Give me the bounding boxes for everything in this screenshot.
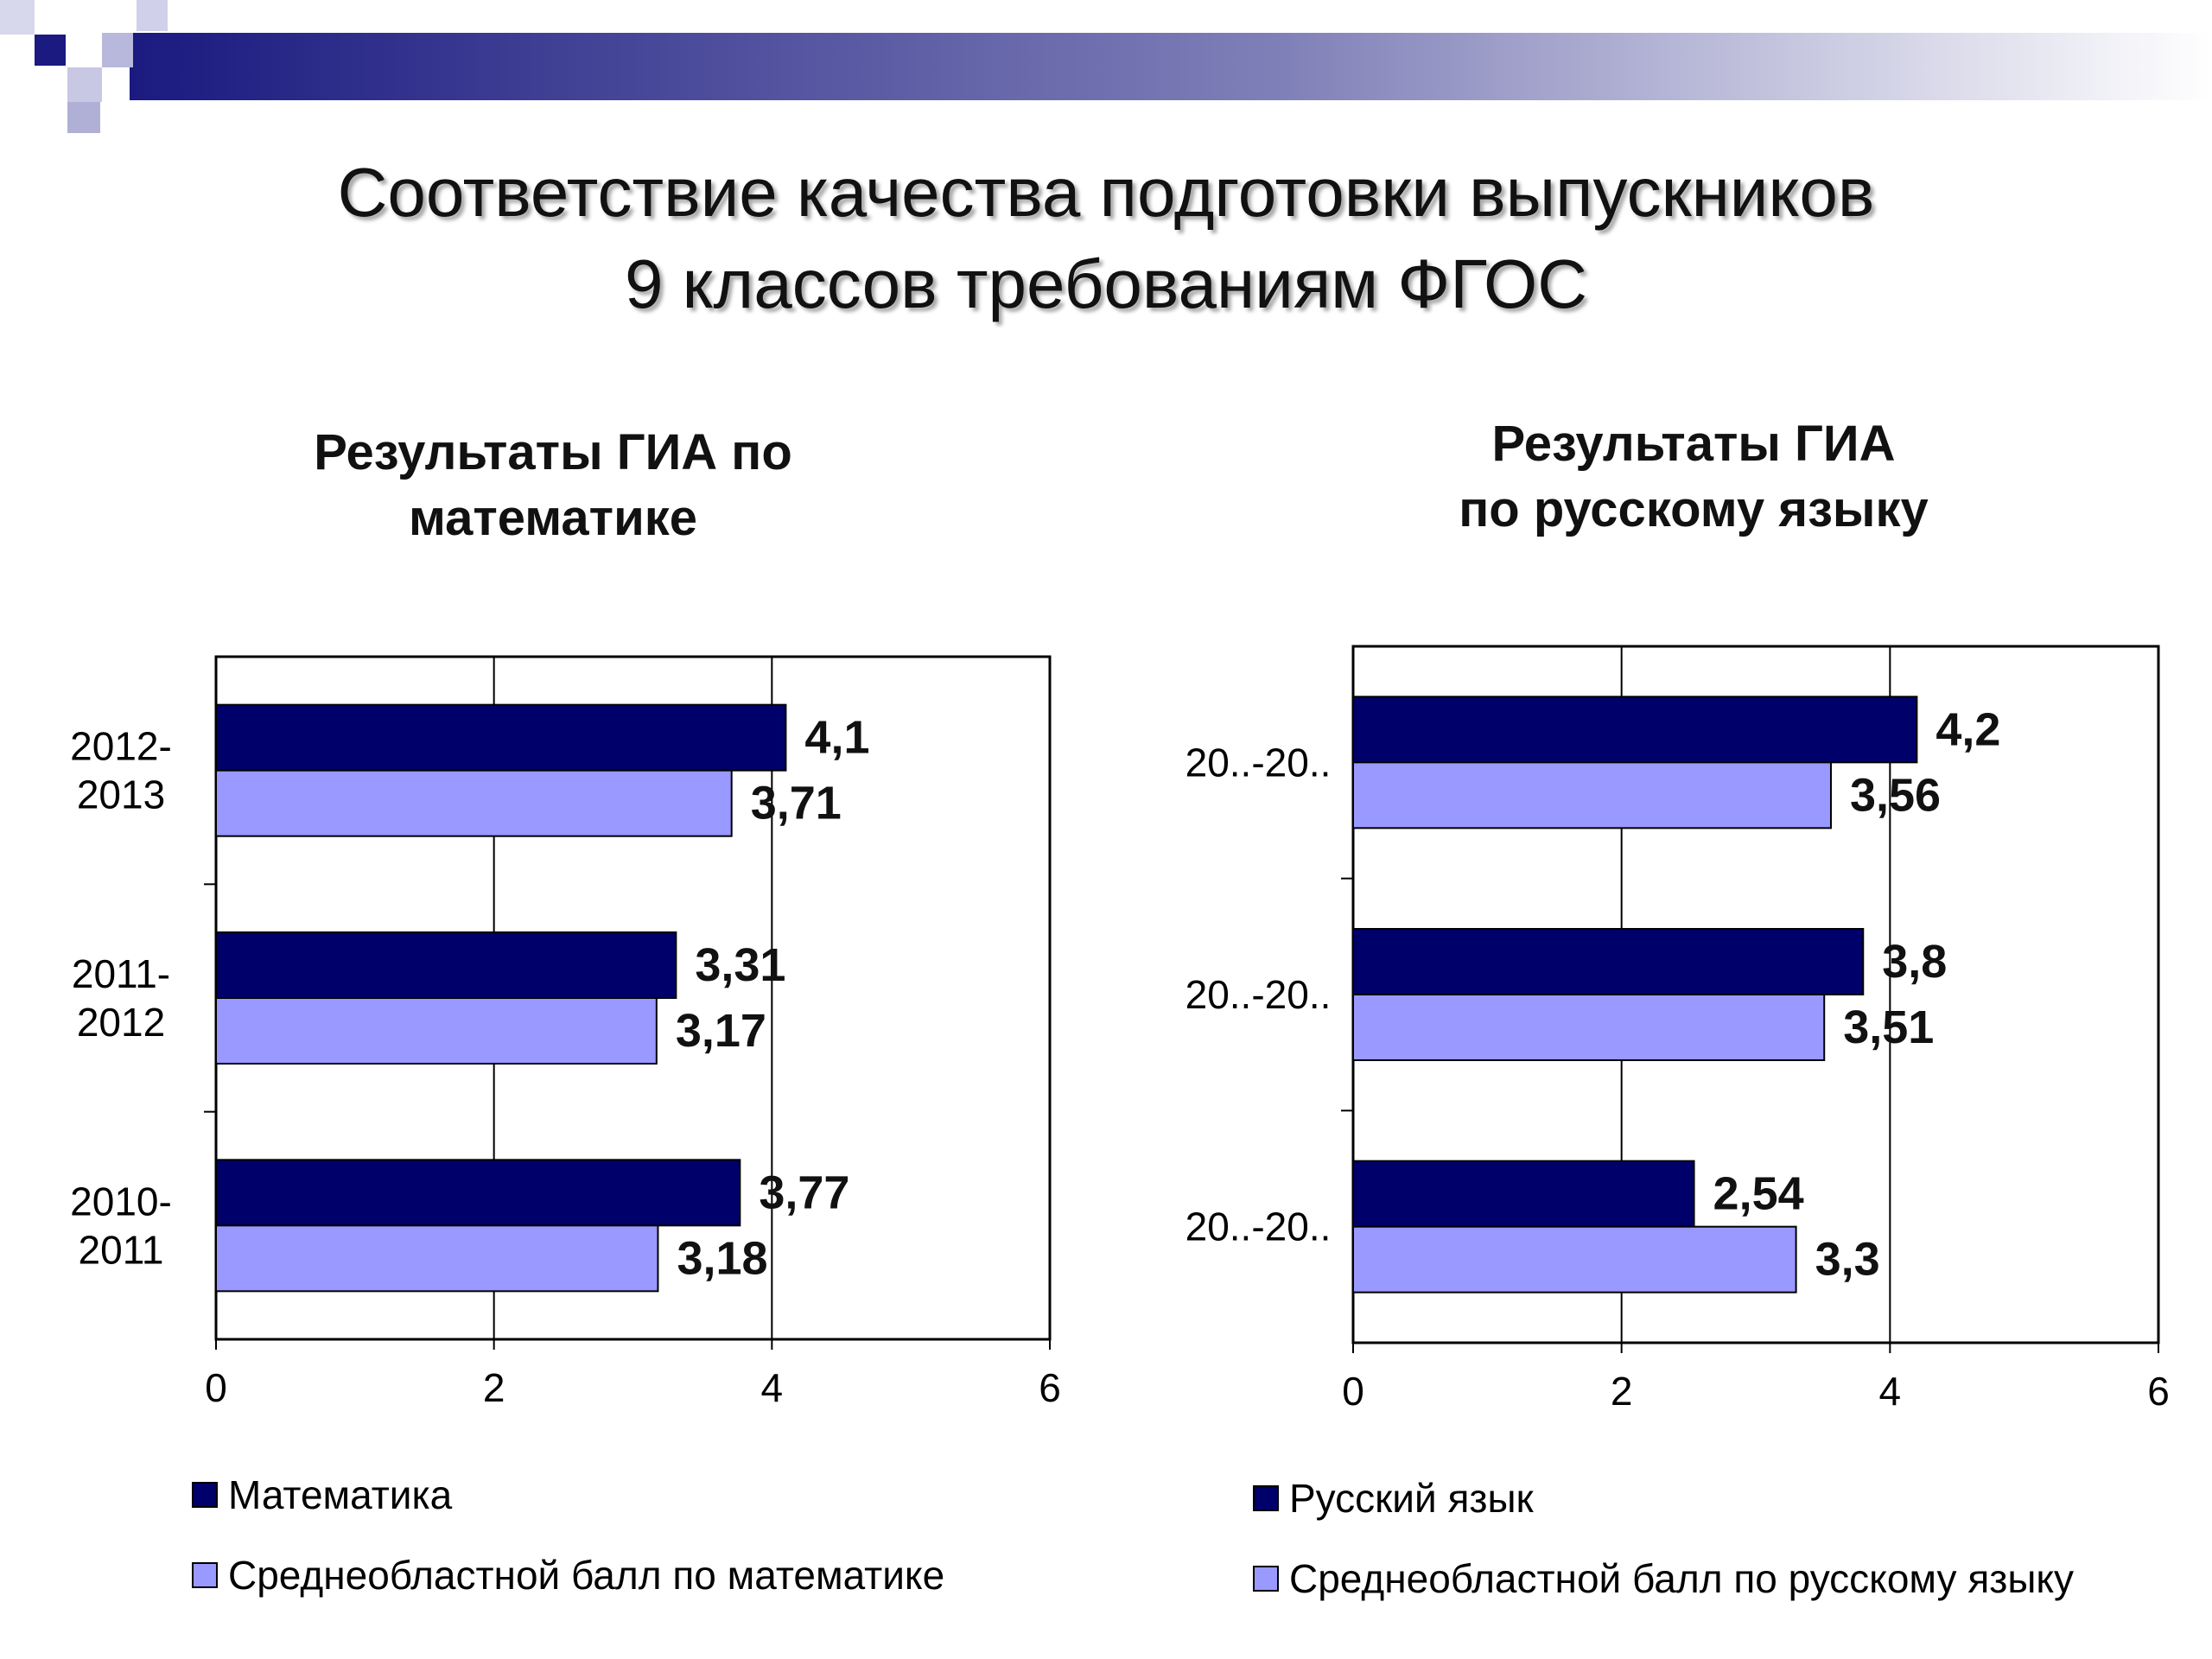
math-x-tick-label: 6 — [1039, 1365, 1061, 1410]
russian-legend: Русский язык Среднеобластной балл по рус… — [1253, 1472, 2074, 1633]
math-bar-regional-average — [215, 769, 733, 837]
russian-category-label: 20..-20.. — [1185, 1205, 1332, 1249]
header-square-light — [67, 67, 102, 102]
russian-data-label: 4,2 — [1936, 703, 2000, 755]
russian-x-tick-label: 0 — [1342, 1369, 1364, 1414]
russian-bar-regional-average — [1352, 1225, 1797, 1294]
math-category-label: 2012-2013 — [70, 724, 172, 817]
russian-data-label: 3,56 — [1850, 769, 1941, 821]
legend-item-math-avg: Среднеобластной балл по математике — [192, 1549, 944, 1601]
russian-bar-subject — [1352, 696, 1918, 764]
legend-item-math: Математика — [192, 1469, 944, 1521]
legend-item-russian: Русский язык — [1253, 1472, 2074, 1524]
math-data-label: 3,77 — [759, 1166, 849, 1218]
russian-chart-title: Результаты ГИА по русскому языку — [1348, 411, 2039, 543]
math-legend: Математика Среднеобластной балл по матем… — [192, 1469, 944, 1630]
russian-chart-title-line: Результаты ГИА — [1491, 416, 1896, 472]
math-chart-title-line: Результаты ГИА по — [314, 424, 792, 480]
math-category-label-line: 2011- — [72, 951, 170, 996]
math-bar-regional-average — [215, 1224, 659, 1293]
russian-bar-chart: 0 2 4 6 20..-20.. 4,2 3,56 20..-20.. 3,8 3,51 20..… — [1185, 645, 2170, 1414]
math-x-tick-label: 4 — [761, 1365, 784, 1410]
legend-swatch-dark — [192, 1482, 218, 1508]
russian-data-label: 3,3 — [1815, 1234, 1880, 1286]
math-chart-title-line: математике — [408, 490, 698, 546]
legend-label: Среднеобластной балл по математике — [228, 1553, 945, 1598]
math-category-label-line: 2010- — [70, 1179, 172, 1224]
russian-category-label-line: 20..-20.. — [1185, 1205, 1332, 1249]
russian-chart-title-line: по русскому языку — [1459, 481, 1929, 537]
russian-category-label-line: 20..-20.. — [1185, 740, 1332, 785]
russian-category-label: 20..-20.. — [1185, 972, 1332, 1017]
legend-swatch-dark — [1253, 1485, 1279, 1511]
math-bar-subject — [215, 703, 787, 772]
math-category-label-line: 2013 — [77, 772, 165, 817]
legend-swatch-light — [1253, 1566, 1279, 1592]
math-category-label: 2011-2012 — [72, 951, 170, 1045]
header-gradient-bar — [130, 33, 2212, 100]
slide-title-line: 9 классов требованиям ФГОС — [624, 245, 1588, 322]
math-data-label: 4,1 — [804, 712, 869, 764]
russian-bar-regional-average — [1352, 994, 1826, 1061]
math-data-label: 3,71 — [751, 778, 842, 830]
math-bar-subject — [215, 931, 677, 999]
math-x-tick-label: 2 — [483, 1365, 505, 1410]
legend-label: Русский язык — [1289, 1476, 1534, 1521]
math-x-tick-label: 0 — [205, 1365, 227, 1410]
header-square-light — [137, 0, 168, 31]
russian-category-label-line: 20..-20.. — [1185, 972, 1332, 1017]
math-category-label-line: 2012 — [77, 1000, 165, 1045]
russian-bar-subject — [1352, 928, 1865, 995]
russian-bar-regional-average — [1352, 761, 1832, 830]
russian-x-tick-label: 4 — [1879, 1369, 1902, 1414]
legend-swatch-light — [192, 1562, 218, 1588]
math-bar-chart: 0 2 4 6 2012-2013 4,1 3,71 2011-2012 3,31 3,17 201… — [70, 655, 1061, 1410]
math-bar-subject — [215, 1159, 741, 1227]
russian-x-tick-label: 6 — [2147, 1369, 2170, 1414]
math-category-label-line: 2012- — [70, 724, 172, 769]
legend-label: Среднеобластной балл по русскому языку — [1289, 1556, 2075, 1601]
math-category-label-line: 2011 — [79, 1227, 164, 1272]
russian-data-label: 3,8 — [1882, 936, 1947, 988]
header-decoration — [0, 0, 2212, 133]
header-square-light — [67, 102, 100, 133]
math-category-label: 2010-2011 — [70, 1179, 172, 1272]
math-chart-title: Результаты ГИА по математике — [207, 420, 899, 551]
header-square-dark — [35, 35, 66, 66]
math-data-label: 3,18 — [677, 1232, 767, 1284]
russian-data-label: 2,54 — [1713, 1168, 1804, 1220]
russian-data-label: 3,51 — [1843, 1001, 1934, 1053]
header-square-light — [0, 0, 35, 35]
russian-bar-subject — [1352, 1160, 1695, 1228]
math-bar-regional-average — [215, 997, 658, 1065]
slide-title-line: Соответствие качества подготовки выпускн… — [337, 154, 1875, 231]
math-data-label: 3,31 — [695, 939, 785, 991]
slide-title: Соответствие качества подготовки выпускн… — [0, 147, 2212, 330]
russian-x-tick-label: 2 — [1611, 1369, 1633, 1414]
header-square-light — [102, 33, 133, 67]
legend-item-russian-avg: Среднеобластной балл по русскому языку — [1253, 1553, 2074, 1605]
legend-label: Математика — [228, 1472, 453, 1517]
russian-category-label: 20..-20.. — [1185, 740, 1332, 785]
math-data-label: 3,17 — [676, 1005, 766, 1057]
